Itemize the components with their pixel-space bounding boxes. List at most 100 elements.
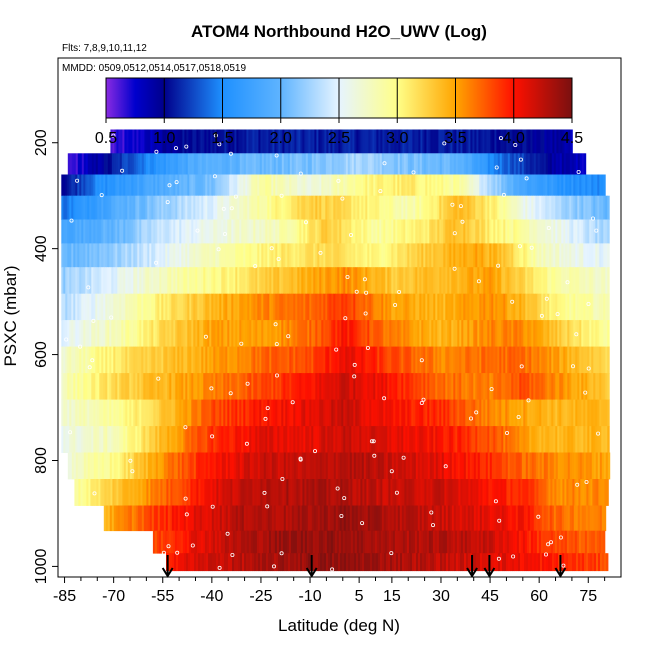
heatmap-cell — [185, 243, 188, 268]
sample-point — [363, 311, 368, 316]
heatmap-cell — [254, 479, 257, 506]
heatmap-cell — [523, 293, 526, 321]
heatmap-cell — [120, 479, 123, 506]
sample-point — [452, 231, 457, 236]
heatmap-cell — [295, 153, 299, 175]
heatmap-cell — [216, 479, 219, 506]
heatmap-cell — [201, 195, 204, 220]
heatmap-cell — [391, 505, 395, 532]
heatmap-cell — [479, 399, 482, 427]
heatmap-cell — [319, 320, 322, 347]
heatmap-cell — [343, 243, 346, 268]
heatmap-cell — [289, 426, 292, 453]
heatmap-cell — [244, 530, 248, 554]
heatmap-cell — [575, 174, 578, 197]
heatmap-cell — [603, 373, 606, 400]
heatmap-cell — [207, 153, 211, 175]
heatmap-cell — [145, 399, 148, 427]
heatmap-cell — [393, 426, 396, 453]
heatmap-cell — [539, 399, 542, 427]
heatmap-cell — [457, 195, 460, 220]
heatmap-cell — [260, 553, 263, 572]
heatmap-cell — [527, 174, 530, 197]
heatmap-cell — [247, 452, 251, 480]
heatmap-cell — [417, 373, 420, 400]
heatmap-cell — [359, 399, 362, 427]
heatmap-cell — [543, 452, 547, 480]
heatmap-cell — [478, 129, 481, 154]
heatmap-cell — [291, 219, 294, 244]
heatmap-cell — [335, 373, 338, 400]
heatmap-cell — [117, 346, 120, 374]
heatmap-cell — [170, 479, 173, 506]
heatmap-cell — [362, 129, 365, 154]
heatmap-cell — [258, 530, 262, 554]
heatmap-cell — [603, 195, 606, 220]
heatmap-cell — [507, 426, 510, 453]
heatmap-cell — [281, 373, 284, 400]
heatmap-cell — [559, 426, 562, 453]
heatmap-cell — [73, 373, 76, 400]
heatmap-cell — [432, 129, 435, 154]
heatmap-cell — [515, 505, 519, 532]
heatmap-cell — [319, 219, 322, 244]
heatmap-cell — [469, 219, 472, 244]
heatmap-cell — [579, 399, 582, 427]
heatmap-cell — [221, 320, 224, 347]
heatmap-cell — [87, 426, 90, 453]
heatmap-cell — [539, 219, 542, 244]
heatmap-cell — [481, 195, 484, 220]
heatmap-cell — [299, 219, 302, 244]
sample-point — [274, 373, 279, 378]
heatmap-cell — [133, 219, 136, 244]
heatmap-cell — [63, 346, 66, 374]
heatmap-cell — [211, 243, 214, 268]
heatmap-cell — [87, 219, 90, 244]
heatmap-cell — [365, 267, 368, 295]
heatmap-cell — [485, 399, 488, 427]
heatmap-cell — [461, 346, 464, 374]
heatmap-cell — [219, 373, 222, 400]
heatmap-cell — [455, 153, 459, 175]
heatmap-cell — [249, 399, 252, 427]
heatmap-cell — [319, 267, 322, 295]
heatmap-cell — [436, 530, 440, 554]
heatmap-cell — [473, 320, 476, 347]
heatmap-cell — [472, 479, 475, 506]
heatmap-cell — [195, 505, 199, 532]
heatmap-cell — [195, 243, 198, 268]
heatmap-cell — [555, 399, 558, 427]
heatmap-cell — [535, 293, 538, 321]
heatmap-cell — [174, 129, 177, 154]
heatmap-cell — [245, 267, 248, 295]
heatmap-cell — [451, 153, 455, 175]
heatmap-cell — [279, 452, 283, 480]
heatmap-cell — [436, 479, 439, 506]
heatmap-cell — [261, 505, 265, 532]
heatmap-cell — [163, 399, 166, 427]
heatmap-cell — [169, 373, 172, 400]
heatmap-cell — [607, 267, 610, 295]
heatmap-cell — [305, 174, 308, 197]
heatmap-cell — [143, 153, 147, 175]
heatmap-cell — [386, 129, 389, 154]
heatmap-cell — [114, 129, 117, 154]
heatmap-cell — [251, 399, 254, 427]
heatmap-cell — [361, 267, 364, 295]
heatmap-cell — [69, 346, 72, 374]
heatmap-cell — [221, 505, 225, 532]
heatmap-cell — [297, 373, 300, 400]
heatmap-cell — [270, 530, 274, 554]
heatmap-cell — [101, 373, 104, 400]
heatmap-cell — [115, 153, 119, 175]
heatmap-cell — [229, 219, 232, 244]
heatmap-cell — [223, 267, 226, 295]
heatmap-cell — [431, 505, 435, 532]
heatmap-cell — [412, 530, 416, 554]
heatmap-cell — [545, 153, 549, 175]
heatmap-cell — [396, 129, 399, 154]
heatmap-cell — [519, 267, 522, 295]
heatmap-cell — [383, 174, 386, 197]
heatmap-cell — [379, 174, 382, 197]
heatmap-cell — [93, 293, 96, 321]
